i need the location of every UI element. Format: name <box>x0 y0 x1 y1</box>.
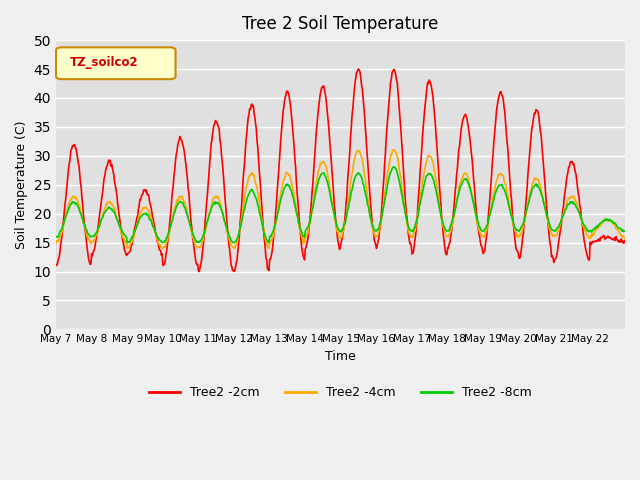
Tree2 -8cm <box>253 196 260 202</box>
Tree2 -8cm <box>274 210 282 216</box>
Tree2 -2cm <box>195 269 203 275</box>
Tree2 -4cm <box>390 147 397 153</box>
Tree2 -2cm <box>274 179 282 185</box>
X-axis label: Time: Time <box>325 350 356 363</box>
Text: TZ_soilco2: TZ_soilco2 <box>70 56 139 69</box>
Tree2 -4cm <box>274 207 282 213</box>
Tree2 -4cm <box>433 181 440 187</box>
Tree2 -2cm <box>224 234 232 240</box>
Tree2 -8cm <box>621 228 629 234</box>
Line: Tree2 -2cm: Tree2 -2cm <box>56 69 625 272</box>
Tree2 -8cm <box>224 230 232 236</box>
Tree2 -2cm <box>119 238 127 244</box>
Tree2 -8cm <box>401 207 408 213</box>
Tree2 -2cm <box>401 186 408 192</box>
Tree2 -8cm <box>390 164 398 169</box>
Title: Tree 2 Soil Temperature: Tree 2 Soil Temperature <box>243 15 438 33</box>
Tree2 -2cm <box>355 66 362 72</box>
Tree2 -2cm <box>433 140 440 145</box>
Tree2 -4cm <box>119 234 127 240</box>
Tree2 -8cm <box>433 191 440 196</box>
Tree2 -4cm <box>52 240 60 246</box>
Line: Tree2 -8cm: Tree2 -8cm <box>56 167 625 242</box>
Tree2 -4cm <box>124 245 131 251</box>
Tree2 -4cm <box>224 232 232 238</box>
Legend: Tree2 -2cm, Tree2 -4cm, Tree2 -8cm: Tree2 -2cm, Tree2 -4cm, Tree2 -8cm <box>144 381 537 404</box>
Y-axis label: Soil Temperature (C): Soil Temperature (C) <box>15 120 28 249</box>
Tree2 -8cm <box>52 234 60 240</box>
Tree2 -8cm <box>119 230 127 236</box>
Tree2 -4cm <box>253 182 260 188</box>
Tree2 -4cm <box>621 235 629 241</box>
Tree2 -4cm <box>401 204 408 210</box>
Tree2 -2cm <box>52 262 60 268</box>
Line: Tree2 -4cm: Tree2 -4cm <box>56 150 625 248</box>
FancyBboxPatch shape <box>56 48 175 79</box>
Tree2 -2cm <box>253 127 260 132</box>
Tree2 -8cm <box>124 240 131 245</box>
Tree2 -2cm <box>621 238 629 243</box>
